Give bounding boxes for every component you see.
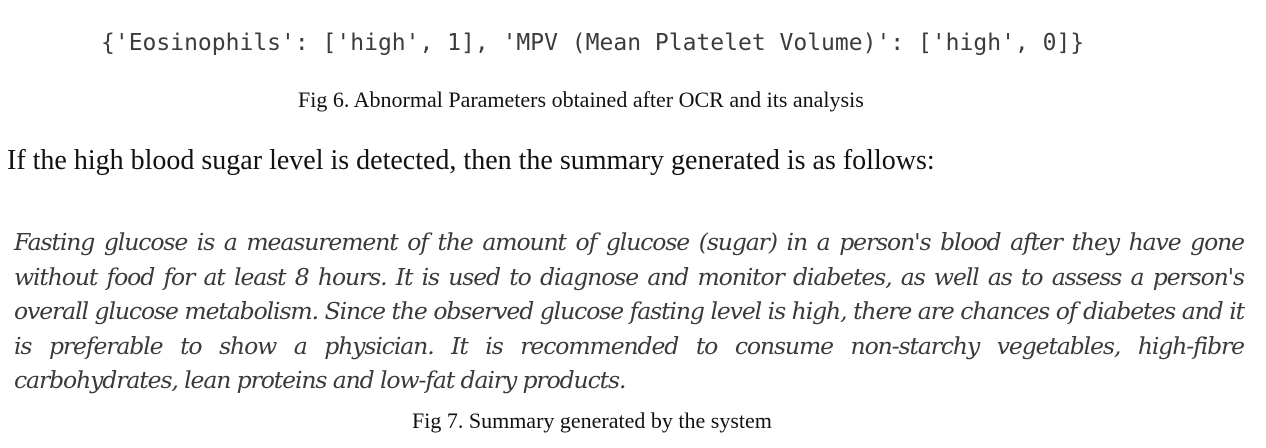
intro-paragraph: If the high blood sugar level is detecte… (7, 145, 935, 176)
figure-7-caption: Fig 7. Summary generated by the system (412, 408, 772, 433)
ocr-output-code: {'Eosinophils': ['high', 1], 'MPV (Mean … (101, 30, 1085, 56)
figure-6-caption: Fig 6. Abnormal Parameters obtained afte… (298, 87, 864, 112)
generated-summary-text: Fasting glucose is a measurement of the … (14, 228, 1245, 394)
